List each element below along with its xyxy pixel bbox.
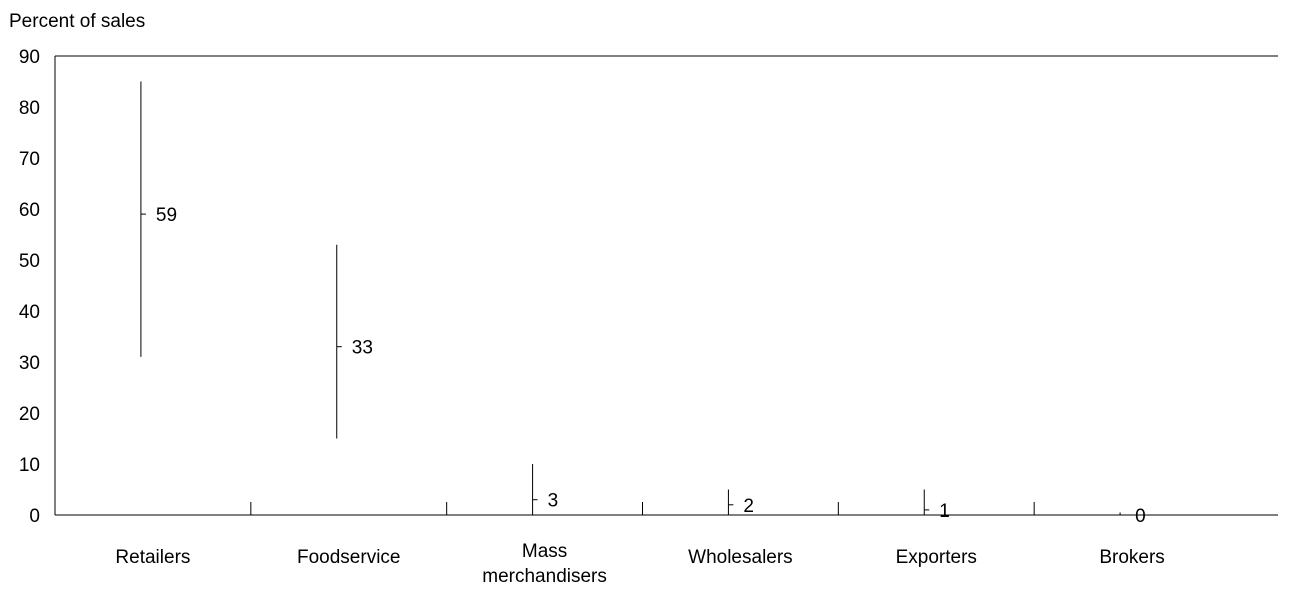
hi-low-mark: 59	[140, 81, 177, 357]
x-tick-label: Brokers	[1099, 547, 1164, 568]
y-tick-label: 20	[19, 404, 40, 425]
y-tick-label: 90	[19, 47, 40, 68]
hi-low-mark: 0	[1119, 506, 1146, 527]
x-tick-label: Mass merchandisers	[482, 541, 607, 587]
data-label: 1	[939, 501, 950, 522]
data-label: 59	[156, 205, 177, 226]
hi-low-mark: 3	[532, 464, 559, 515]
y-tick-label: 10	[19, 455, 40, 476]
data-label: 2	[743, 496, 754, 517]
y-tick-label: 0	[29, 506, 40, 527]
y-tick-label: 60	[19, 200, 40, 221]
data-label: 0	[1135, 506, 1146, 527]
data-label: 3	[548, 491, 559, 512]
x-tick-label: Wholesalers	[688, 547, 793, 568]
y-tick-label: 70	[19, 149, 40, 170]
y-tick-label: 50	[19, 251, 40, 272]
y-axis-label: Percent of sales	[9, 11, 145, 32]
hi-low-mark: 2	[727, 489, 754, 517]
y-tick-label: 80	[19, 98, 40, 119]
x-tick-label: Foodservice	[297, 547, 401, 568]
y-tick-label: 40	[19, 302, 40, 323]
x-tick-label: Retailers	[115, 547, 190, 568]
x-tick-label: Exporters	[896, 547, 977, 568]
data-label: 33	[352, 338, 373, 359]
y-tick-label: 30	[19, 353, 40, 374]
hi-low-mark: 33	[336, 244, 373, 439]
hi-low-mark: 1	[923, 489, 950, 522]
